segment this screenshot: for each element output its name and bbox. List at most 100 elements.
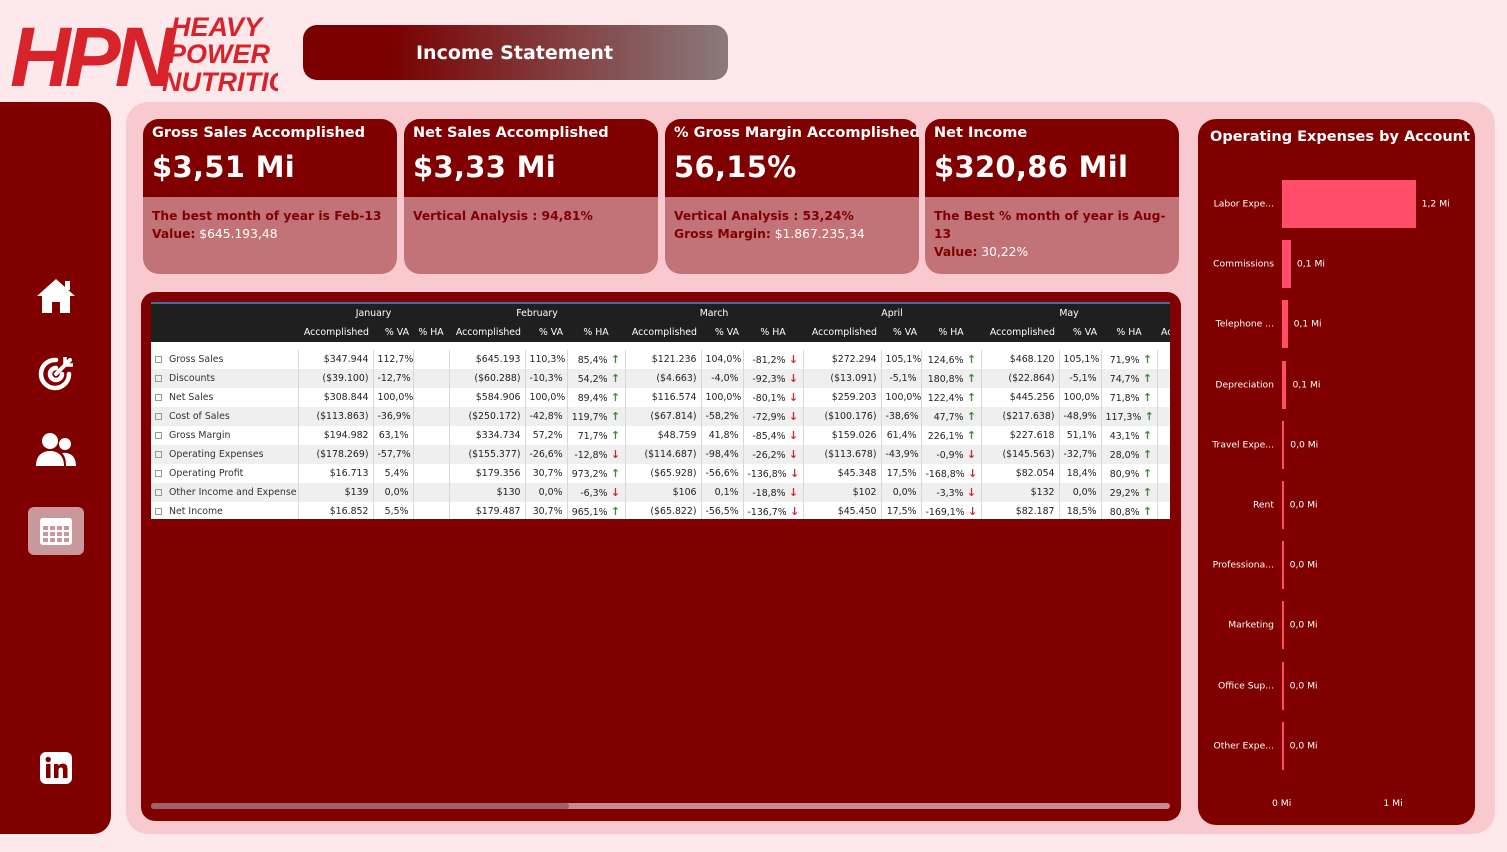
cell-value: -43,9% bbox=[885, 449, 919, 460]
expand-row-icon[interactable] bbox=[155, 356, 162, 363]
chart-bar-row[interactable]: Marketing 0,0 Mi bbox=[1198, 601, 1475, 650]
row-label[interactable]: Cost of Sales bbox=[151, 407, 299, 426]
row-label[interactable]: Gross Margin bbox=[151, 426, 299, 445]
customers-nav-button[interactable] bbox=[30, 426, 82, 474]
chart-bar[interactable] bbox=[1282, 360, 1287, 409]
matrix-month-header[interactable]: March bbox=[625, 302, 804, 323]
matrix-month-header[interactable]: February bbox=[449, 302, 625, 323]
ha-cell: 29,2% ↑ bbox=[1101, 483, 1158, 502]
accomplished-cell: ($4.663) bbox=[625, 369, 702, 388]
matrix-column-header-accomplished[interactable]: Accomplished bbox=[298, 323, 373, 342]
chart-bar-row[interactable]: Rent 0,0 Mi bbox=[1198, 481, 1475, 529]
chart-bar-row[interactable]: Commissions 0,1 Mi bbox=[1198, 240, 1475, 289]
expand-row-icon[interactable] bbox=[155, 432, 162, 439]
table-row[interactable]: Gross Sales $347.944 112,7% $645.193 110,3% 8… bbox=[151, 350, 1170, 369]
matrix-column-header-ha[interactable]: % HA bbox=[1101, 323, 1158, 342]
table-row[interactable]: Cost of Sales ($113.863) -36,9% ($250.172) -… bbox=[151, 407, 1170, 426]
row-label-text: Operating Expenses bbox=[169, 449, 264, 460]
expand-row-icon[interactable] bbox=[155, 413, 162, 420]
expand-row-icon[interactable] bbox=[155, 394, 162, 401]
cell-value: $194.982 bbox=[323, 430, 369, 441]
chart-bar[interactable] bbox=[1282, 661, 1284, 710]
cell-value: 63,1% bbox=[378, 430, 409, 441]
matrix-month-header[interactable]: January bbox=[298, 302, 449, 323]
row-label[interactable]: Gross Sales bbox=[151, 350, 299, 369]
matrix-column-header-accomplished[interactable]: Accomplished bbox=[1157, 323, 1170, 342]
expand-row-icon[interactable] bbox=[155, 489, 162, 496]
table-row[interactable]: Discounts ($39.100) -12,7% ($60.288) -10,3% 5… bbox=[151, 369, 1170, 388]
chart-bar-row[interactable]: Professiona... 0,0 Mi bbox=[1198, 541, 1475, 590]
matrix-month-header[interactable]: April bbox=[803, 302, 982, 323]
chart-bar-row[interactable]: Office Sup... 0,0 Mi bbox=[1198, 661, 1475, 710]
chart-bar-row[interactable]: Telephone ... 0,1 Mi bbox=[1198, 300, 1475, 349]
chart-bar-row[interactable]: Travel Expe... 0,0 Mi bbox=[1198, 420, 1475, 469]
chart-category-label: Travel Expe... bbox=[1212, 439, 1274, 451]
matrix-column-header-accomplished[interactable]: Accomplished bbox=[981, 323, 1060, 342]
chart-bar[interactable] bbox=[1282, 481, 1284, 529]
accomplished-cell: ($113.678) bbox=[803, 445, 882, 464]
matrix-column-header-accomplished[interactable]: Accomplished bbox=[625, 323, 701, 342]
cell-value: -80,1% bbox=[752, 393, 786, 404]
chart-bar[interactable] bbox=[1282, 601, 1284, 650]
matrix-column-header-va[interactable]: % VA bbox=[881, 323, 922, 342]
linkedin-link[interactable] bbox=[30, 744, 82, 792]
row-label[interactable]: Operating Expenses bbox=[151, 445, 299, 464]
matrix-column-header-accomplished[interactable]: Accomplished bbox=[803, 323, 882, 342]
row-label[interactable]: Discounts bbox=[151, 369, 299, 388]
expand-row-icon[interactable] bbox=[155, 470, 162, 477]
matrix-column-header-va[interactable]: % VA bbox=[1059, 323, 1102, 342]
chart-bar[interactable] bbox=[1282, 541, 1284, 590]
arrow-up-icon: ↑ bbox=[610, 391, 621, 404]
arrow-up-icon: ↑ bbox=[1142, 353, 1153, 366]
chart-bar[interactable] bbox=[1282, 420, 1285, 469]
expand-row-icon[interactable] bbox=[155, 375, 162, 382]
va-cell: 41,8% bbox=[701, 426, 744, 445]
expand-row-icon[interactable] bbox=[155, 451, 162, 458]
matrix-column-header-va[interactable]: % VA bbox=[701, 323, 743, 342]
table-row[interactable]: Other Income and Expense $139 0,0% $130 0,0%… bbox=[151, 483, 1170, 502]
table-row[interactable]: Operating Profit $16.713 5,4% $179.356 30,7%… bbox=[151, 464, 1170, 483]
matrix-column-header-va[interactable]: % VA bbox=[373, 323, 413, 342]
row-label[interactable]: Operating Profit bbox=[151, 464, 299, 483]
va-cell: -58,2% bbox=[701, 407, 744, 426]
chart-bar-row[interactable]: Other Expe... 0,0 Mi bbox=[1198, 721, 1475, 770]
row-label[interactable]: Net Sales bbox=[151, 388, 299, 407]
matrix-column-header-ha[interactable]: % HA bbox=[921, 323, 982, 342]
matrix-column-header-accomplished[interactable]: Accomplished bbox=[449, 323, 525, 342]
goals-nav-button[interactable] bbox=[30, 350, 82, 398]
cell-value: $308.844 bbox=[323, 392, 369, 403]
scrollbar-thumb[interactable] bbox=[151, 803, 569, 809]
accomplished-cell: $132 bbox=[981, 483, 1060, 502]
income-matrix[interactable]: January February March April May Accomplishe… bbox=[151, 302, 1170, 519]
matrix-horizontal-scrollbar[interactable] bbox=[151, 803, 1170, 809]
table-row[interactable]: Operating Expenses ($178.269) -57,7% ($155.… bbox=[151, 445, 1170, 464]
expand-row-icon[interactable] bbox=[155, 508, 162, 515]
chart-bar[interactable] bbox=[1282, 240, 1291, 289]
overflow-cell bbox=[1157, 350, 1170, 369]
matrix-column-header-va[interactable]: % VA bbox=[525, 323, 567, 342]
row-label[interactable]: Net Income bbox=[151, 502, 299, 519]
chart-bar-row[interactable]: Labor Expe... 1,2 Mi bbox=[1198, 180, 1475, 228]
table-row[interactable]: Net Income $16.852 5,5% $179.487 30,7% 965,1%… bbox=[151, 502, 1170, 519]
chart-bar[interactable] bbox=[1282, 300, 1288, 349]
ha-cell: 28,0% ↑ bbox=[1101, 445, 1158, 464]
home-nav-button[interactable] bbox=[30, 272, 82, 320]
chart-data-label: 0,0 Mi bbox=[1289, 619, 1318, 631]
income-statement-nav-button[interactable] bbox=[28, 507, 84, 555]
ha-cell: -81,2% ↓ bbox=[743, 350, 804, 369]
sidebar bbox=[0, 102, 111, 834]
matrix-column-header-ha[interactable]: % HA bbox=[413, 323, 449, 342]
table-row[interactable]: Gross Margin $194.982 63,1% $334.734 57,2% 71… bbox=[151, 426, 1170, 445]
va-cell: -5,1% bbox=[881, 369, 922, 388]
row-label[interactable]: Other Income and Expense bbox=[151, 483, 299, 502]
matrix-column-header-ha[interactable]: % HA bbox=[743, 323, 804, 342]
matrix-month-header[interactable]: May bbox=[981, 302, 1158, 323]
ha-cell: -72,9% ↓ bbox=[743, 407, 804, 426]
accomplished-cell: ($178.269) bbox=[298, 445, 374, 464]
cell-value: -57,7% bbox=[377, 449, 411, 460]
chart-bar-row[interactable]: Depreciation 0,1 Mi bbox=[1198, 360, 1475, 409]
chart-bar[interactable] bbox=[1282, 180, 1416, 228]
matrix-column-header-ha[interactable]: % HA bbox=[567, 323, 625, 342]
chart-bar[interactable] bbox=[1282, 721, 1284, 770]
table-row[interactable]: Net Sales $308.844 100,0% $584.906 100,0% 89,… bbox=[151, 388, 1170, 407]
